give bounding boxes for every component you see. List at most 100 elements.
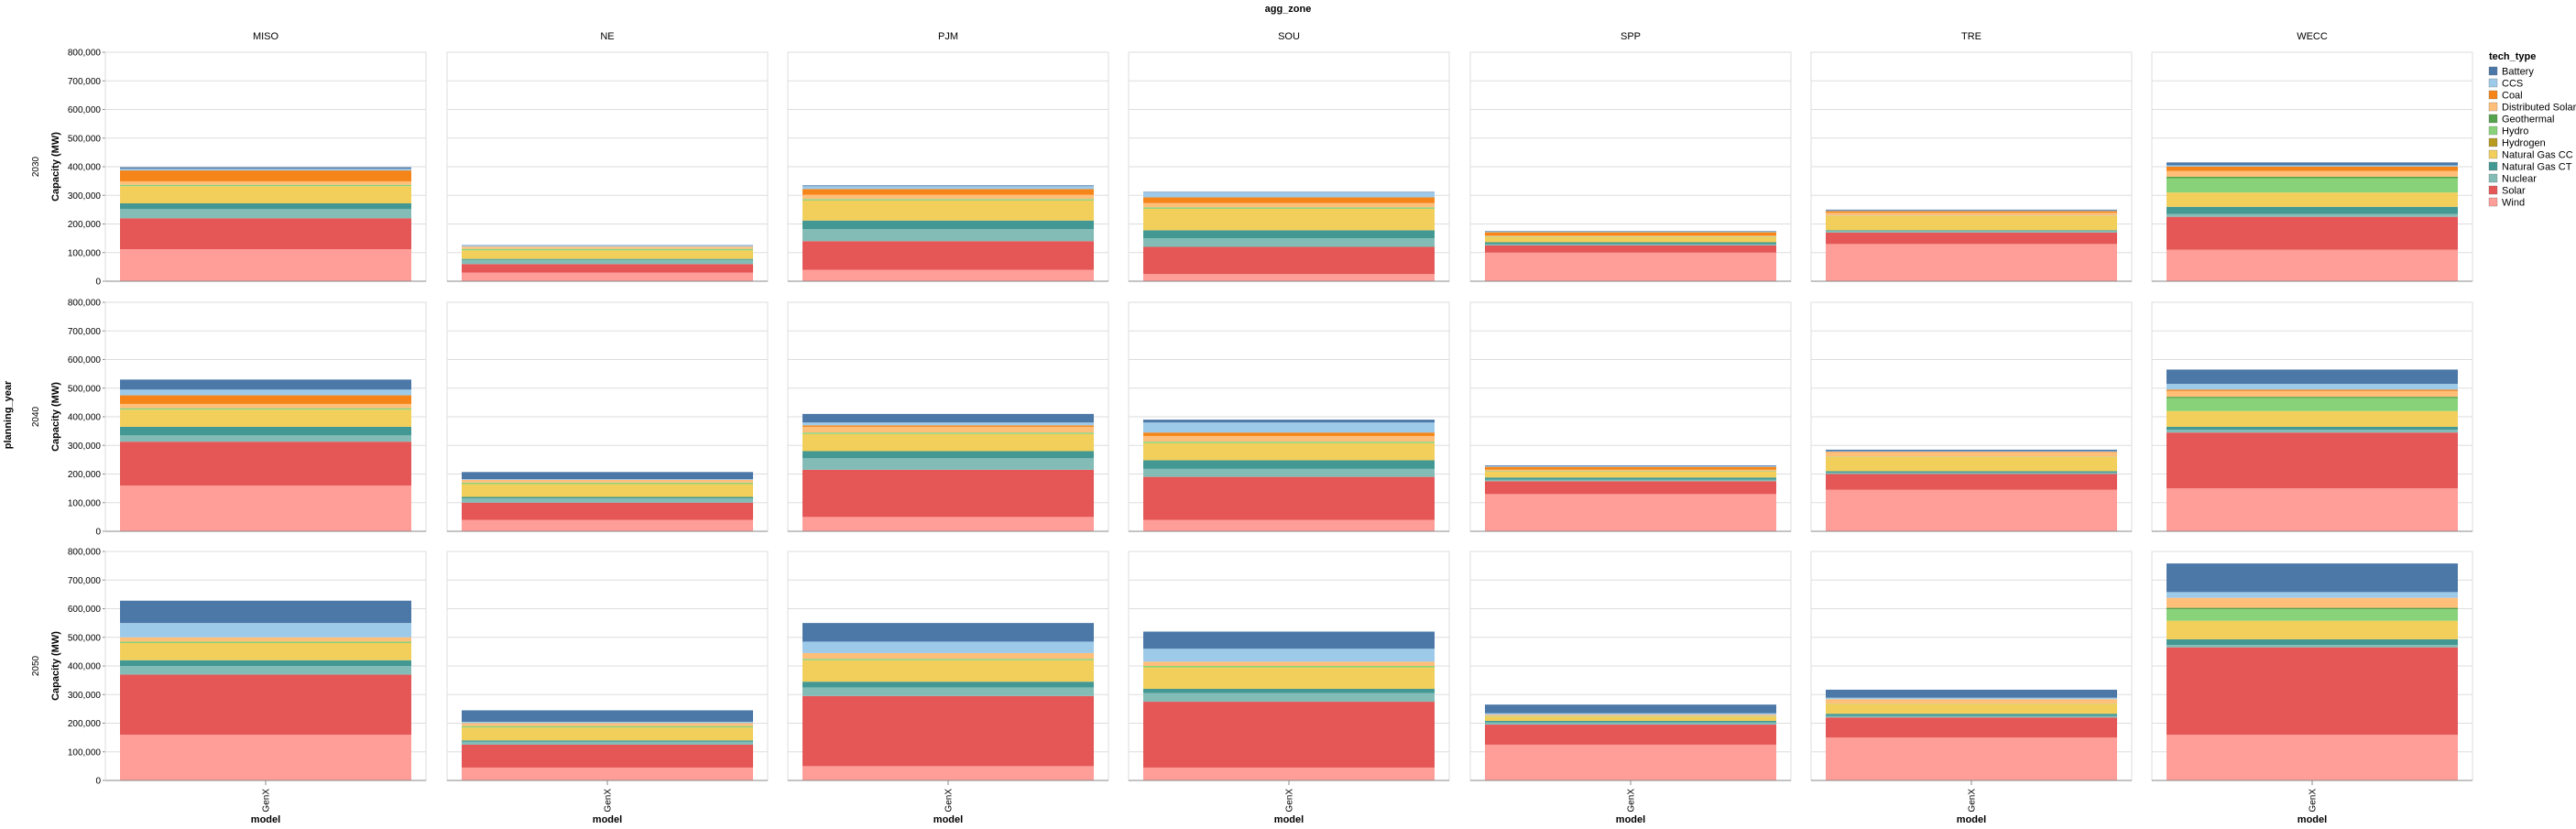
bar-segment-ccs [1826, 451, 2117, 453]
bar-segment-distributed-solar [462, 246, 753, 249]
bar-segment-solar [120, 442, 411, 485]
bar-segment-hydro [1143, 207, 1435, 209]
facet-column-title: agg_zone [1265, 4, 1312, 15]
bar-segment-wind [1485, 744, 1776, 780]
x-axis-title: model [1957, 814, 1986, 825]
bar-segment-hydro [1485, 471, 1776, 472]
bar-segment-wind [802, 517, 1094, 531]
y-tick-label: 400,000 [68, 662, 102, 672]
bar-segment-natural-gas-cc [1143, 208, 1435, 231]
y-tick-label: 300,000 [68, 691, 102, 701]
legend-item-geothermal: Geothermal [2488, 115, 2554, 125]
bar-segment-natural-gas-ct [462, 258, 753, 260]
bar-segment-solar [1826, 717, 2117, 738]
bar-segment-ccs [120, 389, 411, 396]
panel-miso-2050 [104, 551, 427, 781]
bar-segment-nuclear [462, 259, 753, 265]
bar-segment-natural-gas-ct [1826, 471, 2117, 473]
legend-item-wind: Wind [2488, 198, 2525, 209]
bar-segment-nuclear [1485, 722, 1776, 725]
bar-segment-nuclear [120, 435, 411, 442]
bar-segment-natural-gas-ct [1143, 230, 1435, 239]
bar-segment-nuclear [2167, 430, 2458, 433]
bar-segment-battery [1485, 704, 1776, 714]
bar-segment-hydro [1143, 442, 1435, 443]
bar-segment-natural-gas-cc [1485, 716, 1776, 721]
bar-segment-ccs [2167, 165, 2458, 167]
bar-segment-distributed-solar [1143, 202, 1435, 208]
bar-segment-natural-gas-cc [462, 250, 753, 259]
y-tick-label: 300,000 [68, 191, 102, 202]
bar-segment-nuclear [462, 741, 753, 745]
bar-segment-nuclear [802, 229, 1094, 242]
bar-segment-wind [2167, 249, 2458, 281]
bar-segment-natural-gas-ct [1485, 721, 1776, 723]
legend-swatch [2488, 90, 2498, 100]
bar-segment-solar [120, 218, 411, 249]
bar-segment-battery [2167, 563, 2458, 593]
bar-segment-solar [1485, 725, 1776, 745]
y-tick-label: 300,000 [68, 442, 102, 452]
bar-segment-nuclear [2167, 213, 2458, 217]
x-tick-label: GenX [2309, 789, 2319, 813]
legend-label: Nuclear [2502, 174, 2537, 185]
x-tick-label: GenX [944, 789, 955, 813]
bar-segment-natural-gas-ct [802, 682, 1094, 688]
panel-spp-2030 [1469, 51, 1792, 282]
bar-segment-ccs [120, 169, 411, 171]
bar-segment-wind [120, 249, 411, 281]
bar-segment-ccs [462, 479, 753, 480]
panel-tre-2030 [1810, 51, 2133, 282]
y-tick-label: 500,000 [68, 134, 102, 144]
row-header-2040: 2040 [31, 406, 41, 427]
bar-segment-nuclear [1826, 231, 2117, 233]
bar-segment-coal [802, 425, 1094, 427]
bar-segment-battery [1143, 420, 1435, 423]
bar-segment-hydro [1143, 666, 1435, 668]
bar-segment-hydro [120, 641, 411, 643]
legend-swatch [2488, 66, 2498, 76]
bar-segment-wind [120, 485, 411, 531]
bar-segment-nuclear [120, 666, 411, 675]
bar-segment-coal [1485, 232, 1776, 236]
bar-segment-solar [462, 264, 753, 273]
bar-segment-battery [1485, 231, 1776, 232]
bar-segment-natural-gas-cc [462, 727, 753, 741]
bar-segment-wind [802, 269, 1094, 281]
x-axis-title: model [2298, 814, 2327, 825]
y-tick-label: 800,000 [68, 299, 102, 309]
bar-segment-battery [802, 623, 1094, 642]
bar-segment-natural-gas-ct [1143, 460, 1435, 469]
legend-label: CCS [2502, 79, 2523, 90]
bar-segment-coal [802, 189, 1094, 195]
bar-segment-distributed-solar [120, 180, 411, 185]
y-axis-title: Capacity (MW) [50, 631, 61, 701]
legend-swatch [2488, 78, 2498, 88]
bar-segment-solar [802, 469, 1094, 518]
y-tick-label: 500,000 [68, 384, 102, 394]
y-tick-label: 500,000 [68, 633, 102, 643]
bar-segment-nuclear [462, 498, 753, 503]
bar-segment-ccs [802, 422, 1094, 426]
panel-sou-2030 [1128, 51, 1450, 282]
legend-swatch [2488, 149, 2498, 159]
legend-swatch [2488, 185, 2498, 195]
legend-swatch [2488, 161, 2498, 171]
x-tick-label: GenX [1627, 789, 1637, 813]
bar-segment-wind [1826, 244, 2117, 281]
legend-label: Solar [2502, 186, 2526, 197]
bar-segment-battery [462, 245, 753, 246]
bar-segment-battery [1485, 465, 1776, 467]
y-tick-label: 600,000 [68, 605, 102, 615]
bar-segment-battery [462, 710, 753, 722]
row-header-2030: 2030 [31, 156, 41, 177]
bar-segment-natural-gas-cc [1826, 215, 2117, 231]
bar-segment-hydro [802, 432, 1094, 434]
bar-segment-distributed-solar [2167, 597, 2458, 608]
bar-segment-natural-gas-cc [1826, 704, 2117, 714]
bar-segment-natural-gas-ct [2167, 206, 2458, 214]
bar-segment-hydro [462, 725, 753, 728]
bar-segment-battery [1143, 631, 1435, 649]
column-header-spp: SPP [1621, 31, 1641, 42]
